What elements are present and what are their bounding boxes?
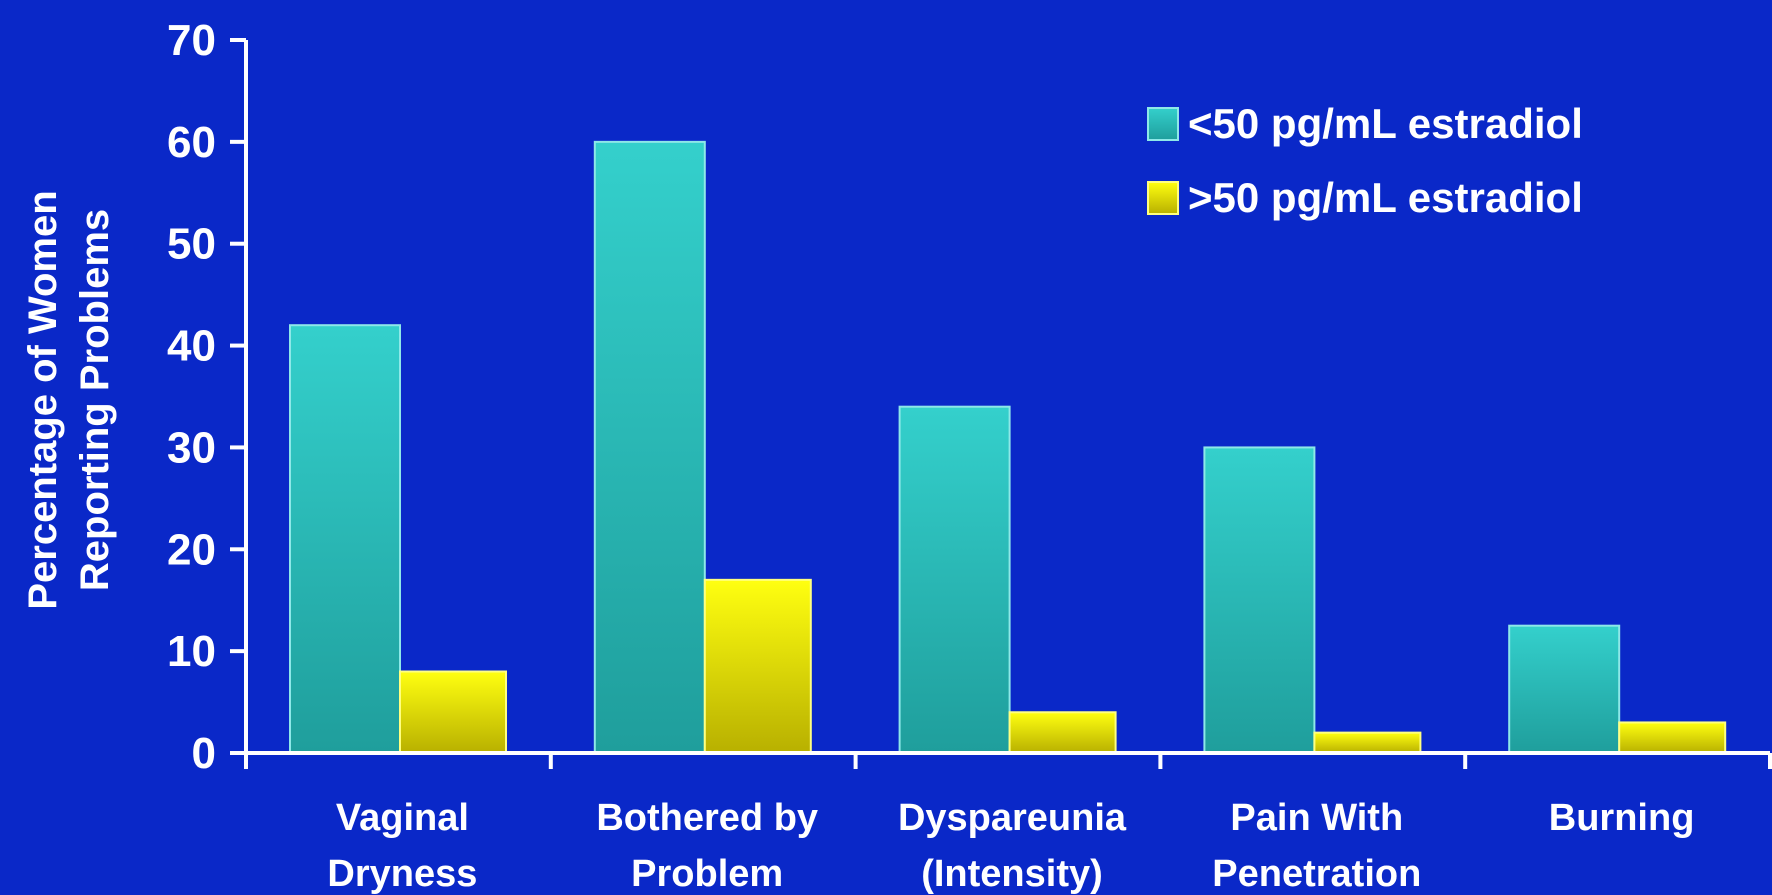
y-tick-label: 60: [167, 118, 216, 167]
bar-below-50: [593, 140, 706, 755]
x-category-label: Penetration: [1212, 853, 1421, 895]
bar-above-50: [1313, 731, 1422, 755]
bar-below-50: [1203, 446, 1316, 754]
y-tick-label: 70: [167, 16, 216, 65]
bar-above-50: [1008, 711, 1117, 754]
bar-above-50: [399, 670, 507, 754]
x-category-label: Pain With: [1230, 797, 1403, 839]
y-axis: 0 10 20 30 40 50 60 70: [167, 16, 248, 778]
bar-below-50: [898, 405, 1011, 754]
bar-below-50: [289, 324, 401, 754]
legend: <50 pg/mL estradiol >50 pg/mL estradiol: [1147, 100, 1583, 221]
y-tick-label: 10: [167, 627, 216, 676]
x-category-label: Dryness: [327, 853, 477, 895]
x-category-label: (Intensity): [921, 853, 1103, 895]
y-axis-title-line: Percentage of Women: [21, 190, 65, 609]
x-axis: Vaginal Dryness Bothered by Problem Dyspareu…: [244, 751, 1772, 895]
bar-below-50: [1508, 624, 1621, 755]
legend-swatch: [1147, 107, 1179, 141]
legend-swatch: [1147, 181, 1179, 215]
bar-above-50: [1618, 721, 1727, 755]
x-category-label: Dyspareunia: [898, 797, 1127, 839]
bars: [289, 140, 1727, 755]
y-tick-label: 0: [192, 729, 216, 778]
y-axis-label: Percentage of Women Reporting Problems: [21, 190, 117, 609]
y-tick-label: 20: [167, 525, 216, 574]
x-category-label: Vaginal: [336, 797, 469, 839]
bar-above-50: [703, 578, 812, 754]
x-category-label: Burning: [1549, 797, 1695, 839]
x-category-label: Problem: [631, 853, 783, 895]
y-tick-label: 40: [167, 322, 216, 371]
y-tick-label: 30: [167, 423, 216, 472]
y-tick-label: 50: [167, 220, 216, 269]
y-axis-title-line: Reporting Problems: [73, 209, 117, 591]
x-category-label: Bothered by: [596, 797, 818, 839]
legend-label: >50 pg/mL estradiol: [1188, 174, 1583, 221]
legend-label: <50 pg/mL estradiol: [1188, 100, 1583, 147]
